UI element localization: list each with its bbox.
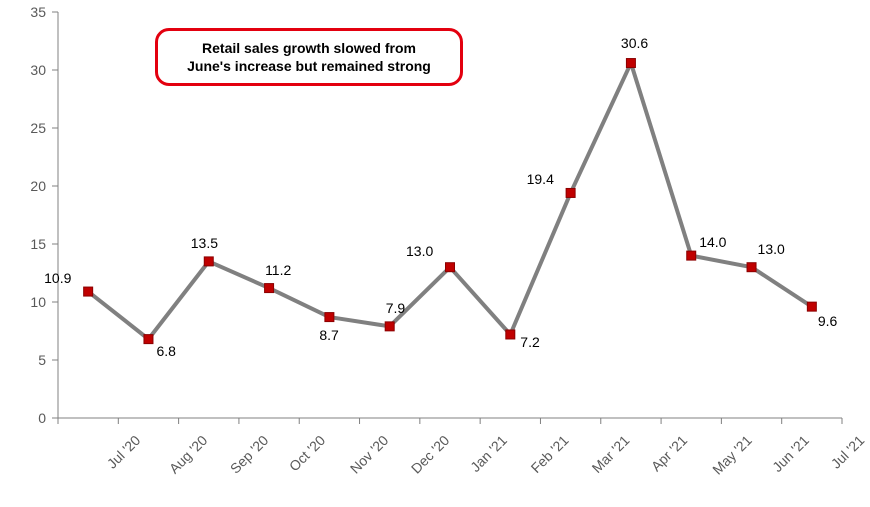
callout-box: Retail sales growth slowed fromJune's in… — [155, 28, 463, 86]
line-chart: 05101520253035Jul '20Aug '20Sep '20Oct '… — [0, 0, 870, 507]
callout-line-1: Retail sales growth slowed from — [180, 39, 438, 57]
data-point-label: 11.2 — [265, 262, 291, 278]
data-point-label: 13.0 — [406, 243, 433, 259]
y-tick-label: 0 — [0, 410, 46, 426]
data-point-label: 19.4 — [527, 171, 554, 187]
y-tick-label: 30 — [0, 62, 46, 78]
y-tick-label: 35 — [0, 4, 46, 20]
y-tick-label: 20 — [0, 178, 46, 194]
data-point-label: 6.8 — [156, 343, 175, 359]
y-tick-label: 25 — [0, 120, 46, 136]
data-point-label: 30.6 — [621, 35, 648, 51]
data-point-label: 7.9 — [386, 300, 405, 316]
data-point-label: 14.0 — [699, 234, 726, 250]
y-tick-label: 10 — [0, 294, 46, 310]
y-tick-label: 15 — [0, 236, 46, 252]
callout-line-2: June's increase but remained strong — [180, 57, 438, 75]
data-point-label: 13.0 — [758, 241, 785, 257]
data-point-label: 13.5 — [191, 235, 218, 251]
data-point-label: 7.2 — [520, 334, 539, 350]
data-point-label: 10.9 — [44, 270, 71, 286]
y-tick-label: 5 — [0, 352, 46, 368]
data-point-label: 8.7 — [319, 327, 338, 343]
data-point-label: 9.6 — [818, 313, 837, 329]
